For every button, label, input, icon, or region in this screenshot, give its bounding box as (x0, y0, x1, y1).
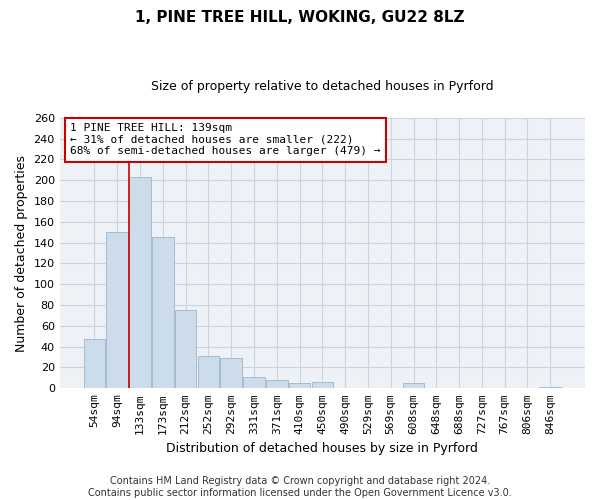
Bar (83, 340, 105, 388)
Bar (311, 382, 333, 388)
Text: 1 PINE TREE HILL: 139sqm
← 31% of detached houses are smaller (222)
68% of semi-: 1 PINE TREE HILL: 139sqm ← 31% of detach… (70, 123, 380, 156)
Bar (243, 377, 265, 388)
Bar (152, 238, 173, 388)
Bar (106, 232, 128, 388)
Bar (289, 383, 310, 388)
Bar (403, 383, 424, 388)
Bar (175, 310, 196, 388)
Bar (129, 177, 151, 388)
Bar (266, 380, 287, 388)
Bar (197, 356, 219, 388)
Y-axis label: Number of detached properties: Number of detached properties (15, 154, 28, 352)
Text: 1, PINE TREE HILL, WOKING, GU22 8LZ: 1, PINE TREE HILL, WOKING, GU22 8LZ (135, 10, 465, 25)
Bar (220, 358, 242, 388)
Title: Size of property relative to detached houses in Pyrford: Size of property relative to detached ho… (151, 80, 494, 93)
Text: Contains HM Land Registry data © Crown copyright and database right 2024.
Contai: Contains HM Land Registry data © Crown c… (88, 476, 512, 498)
X-axis label: Distribution of detached houses by size in Pyrford: Distribution of detached houses by size … (166, 442, 478, 455)
